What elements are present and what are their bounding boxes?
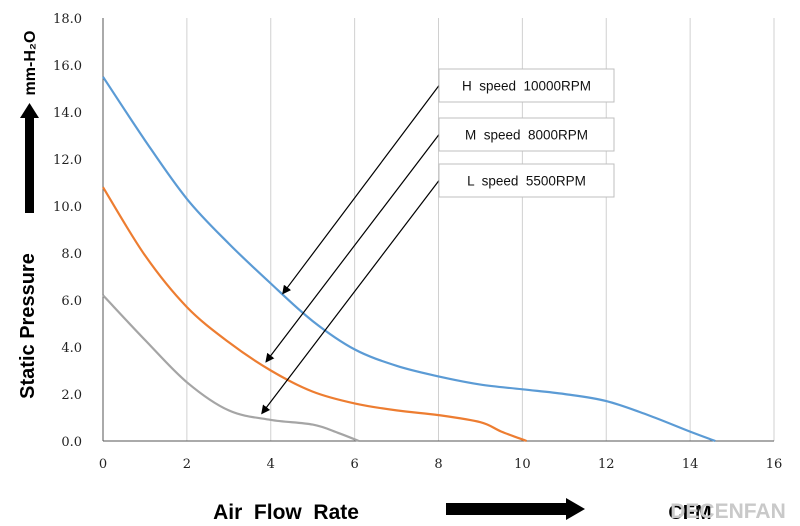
x-tick-label: 4 — [267, 457, 275, 472]
y-axis-unit: mm-H₂O — [22, 31, 39, 96]
y-tick-label: 2.0 — [61, 388, 82, 403]
x-tick-label: 2 — [183, 457, 191, 472]
series-line-1 — [102, 186, 527, 443]
x-tick-label: 0 — [99, 457, 107, 472]
y-axis-arrow — [20, 103, 39, 213]
callout-box-0 — [438, 68, 615, 103]
series-lines — [102, 76, 716, 443]
watermark-logo: DECENFAN — [670, 500, 786, 523]
y-tick-label: 18.0 — [53, 12, 82, 27]
y-tick-label: 0.0 — [61, 435, 82, 450]
callout-arrow-1 — [265, 134, 440, 363]
y-tick-label: 10.0 — [53, 200, 82, 215]
x-tick-label: 10 — [514, 457, 531, 472]
x-tick-label: 12 — [598, 457, 615, 472]
x-tick-label: 14 — [682, 457, 699, 472]
legend-label-0: H speed 10000RPM — [462, 79, 591, 94]
series-line-0 — [102, 76, 716, 443]
y-tick-label: 8.0 — [61, 247, 82, 262]
series-line-2 — [102, 294, 360, 443]
callout-arrow-2 — [261, 180, 440, 415]
legend-callouts: H speed 10000RPM M speed 8000RPM L speed 5… — [261, 68, 615, 415]
y-tick-label: 16.0 — [53, 59, 82, 74]
legend-label-2: L speed 5500RPM — [467, 174, 586, 189]
y-tick-label: 6.0 — [61, 294, 82, 309]
x-axis-arrow — [446, 498, 585, 520]
y-tick-label: 12.0 — [53, 153, 82, 168]
x-tick-label: 6 — [350, 457, 358, 472]
y-tick-label: 4.0 — [61, 341, 82, 356]
tick-labels: 0 2 4 6 8 10 12 14 16 0.0 2.0 4.0 6.0 8.0 10.0 12.0 14.0… — [53, 12, 782, 472]
callout-box-2 — [438, 163, 615, 198]
x-axis-unit: CFM — [668, 502, 711, 524]
y-axis-label: Static Pressure — [17, 253, 39, 399]
axes — [102, 18, 774, 442]
callout-box-1 — [438, 117, 615, 152]
x-tick-label: 16 — [766, 457, 783, 472]
legend-label-1: M speed 8000RPM — [465, 128, 588, 143]
x-axis-label: Air Flow Rate — [213, 501, 359, 524]
x-tick-label: 8 — [434, 457, 442, 472]
y-tick-label: 14.0 — [53, 106, 82, 121]
callout-arrow-0 — [282, 85, 440, 295]
